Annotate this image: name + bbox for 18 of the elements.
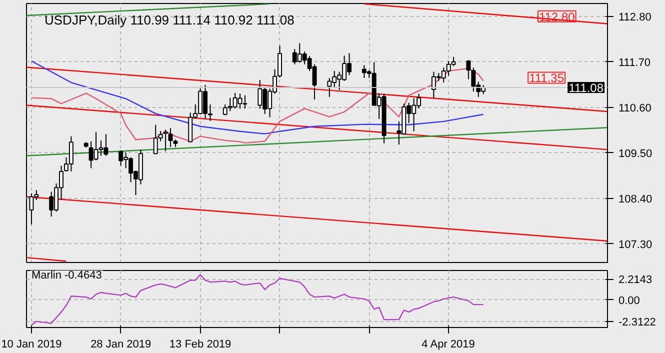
x-tick-label: 13 Feb 2019 [169, 338, 232, 350]
y-tick-label: 111.70 [618, 56, 651, 69]
x-tick-label: 10 Jan 2019 [1, 338, 62, 350]
y-tick-label: 110.60 [618, 102, 652, 114]
y-tick-label: 2.2143 [618, 274, 652, 286]
y-tick-label: -2.3122 [618, 316, 656, 329]
y-tick-label: 108.40 [618, 193, 652, 206]
y-tick-label: 107.30 [618, 238, 652, 251]
y-tick-label: 109.50 [618, 148, 652, 160]
chart-title: Marlin -0.4643 [32, 270, 102, 282]
x-tick-label: 28 Jan 2019 [90, 338, 152, 350]
annotation: 111.35 [529, 71, 564, 86]
line-series [30, 60, 484, 134]
y-tick-label: 0.00 [618, 294, 640, 307]
x-tick-label: 4 Apr 2019 [422, 338, 475, 350]
y-tick-label: 112.80 [618, 11, 652, 24]
ref-line-label: 111.08 [568, 80, 604, 95]
text: USDJPY,Daily 110.99 111.14 110.92 111.08 [44, 12, 294, 28]
